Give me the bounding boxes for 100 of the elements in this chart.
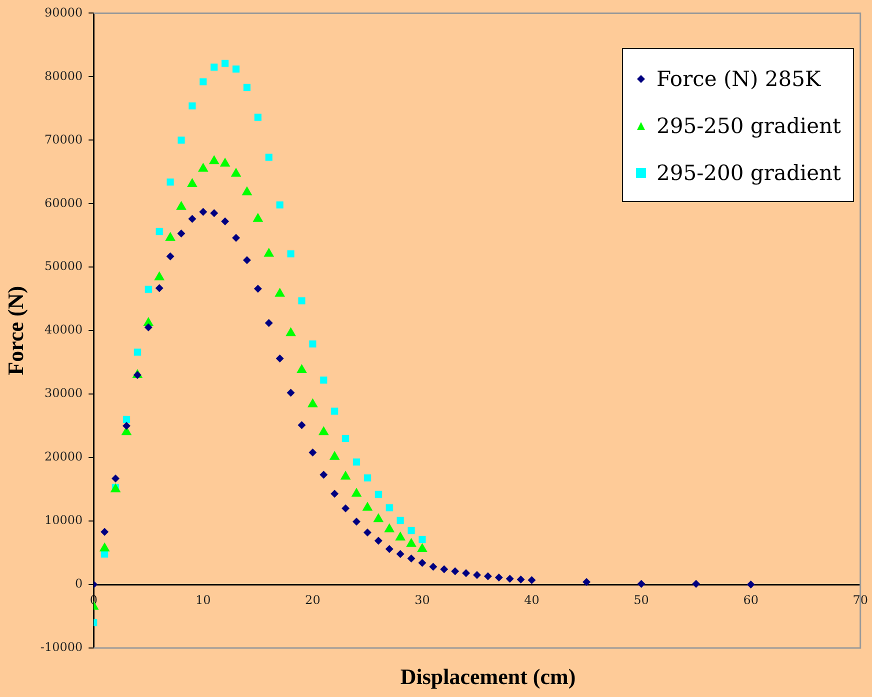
y-tick-label: 80000 bbox=[44, 68, 83, 83]
point bbox=[199, 208, 208, 216]
point bbox=[318, 426, 329, 436]
point bbox=[384, 523, 395, 532]
point bbox=[232, 66, 240, 73]
point bbox=[385, 544, 394, 553]
y-tick-label: 70000 bbox=[44, 132, 83, 146]
legend-label: Force (N) 285K bbox=[656, 67, 821, 91]
point bbox=[298, 421, 306, 430]
point bbox=[418, 536, 426, 543]
x-tick-label: 70 bbox=[852, 592, 868, 607]
point bbox=[374, 490, 382, 498]
y-tick-label: 50000 bbox=[44, 259, 83, 274]
y-axis-title: Force (N) bbox=[2, 286, 28, 376]
point bbox=[363, 528, 372, 536]
point bbox=[364, 474, 371, 482]
point bbox=[286, 327, 296, 336]
legend-label: 295-250 gradient bbox=[656, 114, 841, 138]
point bbox=[274, 288, 286, 297]
point bbox=[286, 388, 295, 397]
point bbox=[462, 569, 470, 578]
y-tick-label: 0 bbox=[74, 576, 83, 591]
point bbox=[178, 136, 185, 144]
point bbox=[329, 450, 340, 460]
point bbox=[166, 252, 174, 260]
point bbox=[232, 234, 240, 242]
x-tick-label: 20 bbox=[305, 592, 320, 607]
point bbox=[408, 527, 415, 534]
point bbox=[331, 408, 338, 415]
point bbox=[287, 250, 294, 258]
y-tick-label: 30000 bbox=[44, 386, 83, 400]
point bbox=[276, 354, 284, 363]
point bbox=[484, 572, 492, 580]
point bbox=[177, 229, 186, 238]
point bbox=[418, 558, 426, 567]
point bbox=[692, 580, 700, 588]
point bbox=[188, 102, 196, 110]
x-tick-label: 50 bbox=[634, 592, 649, 607]
point bbox=[396, 550, 404, 558]
point bbox=[188, 214, 196, 223]
point bbox=[308, 448, 317, 456]
y-tick-label: -10000 bbox=[40, 640, 83, 654]
point bbox=[472, 571, 481, 579]
x-tick-label: 60 bbox=[743, 592, 758, 607]
point bbox=[210, 209, 218, 218]
point bbox=[528, 576, 536, 584]
point bbox=[320, 376, 328, 384]
point bbox=[342, 504, 350, 512]
point bbox=[243, 84, 251, 92]
point bbox=[198, 162, 208, 172]
y-tick-label: 20000 bbox=[44, 450, 83, 464]
point bbox=[210, 64, 218, 71]
point bbox=[264, 318, 273, 327]
x-tick-label: 30 bbox=[414, 592, 430, 607]
point bbox=[155, 284, 164, 292]
point bbox=[351, 488, 362, 497]
point bbox=[265, 154, 272, 161]
point bbox=[637, 580, 646, 588]
point bbox=[187, 178, 198, 187]
y-tick-label: 10000 bbox=[44, 513, 83, 528]
point bbox=[352, 518, 361, 526]
point bbox=[298, 297, 306, 304]
point bbox=[309, 340, 316, 348]
point bbox=[156, 228, 163, 236]
point bbox=[99, 542, 110, 552]
point bbox=[122, 416, 130, 424]
point bbox=[374, 536, 382, 545]
point bbox=[230, 168, 242, 177]
point bbox=[386, 504, 393, 512]
point bbox=[296, 364, 307, 373]
point bbox=[165, 232, 176, 241]
point bbox=[494, 574, 503, 582]
point bbox=[144, 286, 152, 293]
point bbox=[100, 528, 109, 536]
x-tick-label: 40 bbox=[524, 592, 540, 607]
point bbox=[208, 155, 220, 164]
point bbox=[308, 398, 318, 408]
point bbox=[373, 513, 384, 522]
point bbox=[276, 201, 284, 208]
point bbox=[154, 271, 165, 280]
y-tick-label: 90000 bbox=[44, 5, 83, 20]
point bbox=[144, 323, 152, 332]
point bbox=[362, 502, 373, 511]
point bbox=[200, 78, 207, 86]
point bbox=[407, 554, 416, 562]
legend-label: 295-200 gradient bbox=[656, 161, 841, 185]
point bbox=[440, 565, 448, 574]
point bbox=[176, 200, 186, 210]
x-axis-title: Displacement (cm) bbox=[399, 664, 577, 690]
point bbox=[252, 212, 264, 222]
point bbox=[396, 516, 404, 524]
point bbox=[242, 256, 251, 264]
point bbox=[417, 542, 428, 552]
point bbox=[220, 158, 230, 167]
point bbox=[582, 578, 591, 586]
point bbox=[112, 474, 120, 483]
point bbox=[254, 284, 262, 293]
point bbox=[516, 575, 525, 584]
x-tick-label: 10 bbox=[196, 592, 211, 607]
point bbox=[506, 574, 514, 583]
